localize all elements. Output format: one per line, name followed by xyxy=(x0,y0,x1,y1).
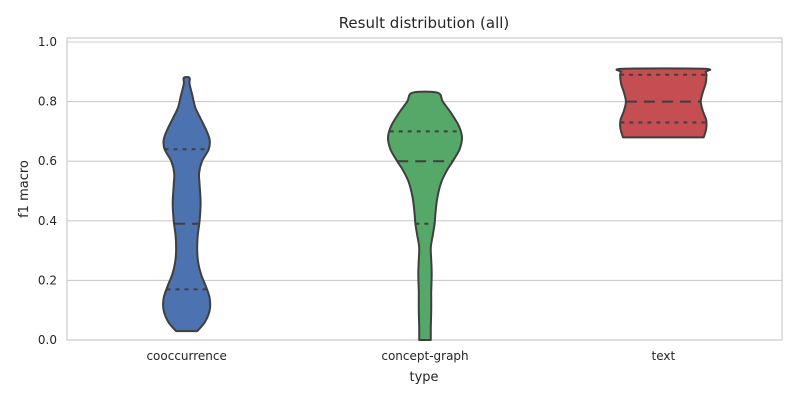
violin-text xyxy=(615,67,712,139)
x-axis-label: type xyxy=(409,370,438,385)
y-tick-label: 0.8 xyxy=(38,95,57,109)
y-tick-label: 0.4 xyxy=(38,214,57,228)
x-tick-label: text xyxy=(651,349,675,363)
y-tick-label: 0.6 xyxy=(38,154,57,168)
chart-title: Result distribution (all) xyxy=(339,14,510,32)
y-axis-label: f1 macro xyxy=(17,160,32,218)
y-tick-label: 0.0 xyxy=(38,333,57,347)
x-tick-label: cooccurrence xyxy=(146,349,226,363)
x-tick-label: concept-graph xyxy=(381,349,468,363)
violin-concept-graph xyxy=(386,90,464,341)
y-tick-label: 0.2 xyxy=(38,273,57,287)
violin-cooccurrence xyxy=(162,76,212,333)
y-tick-label: 1.0 xyxy=(38,35,57,49)
